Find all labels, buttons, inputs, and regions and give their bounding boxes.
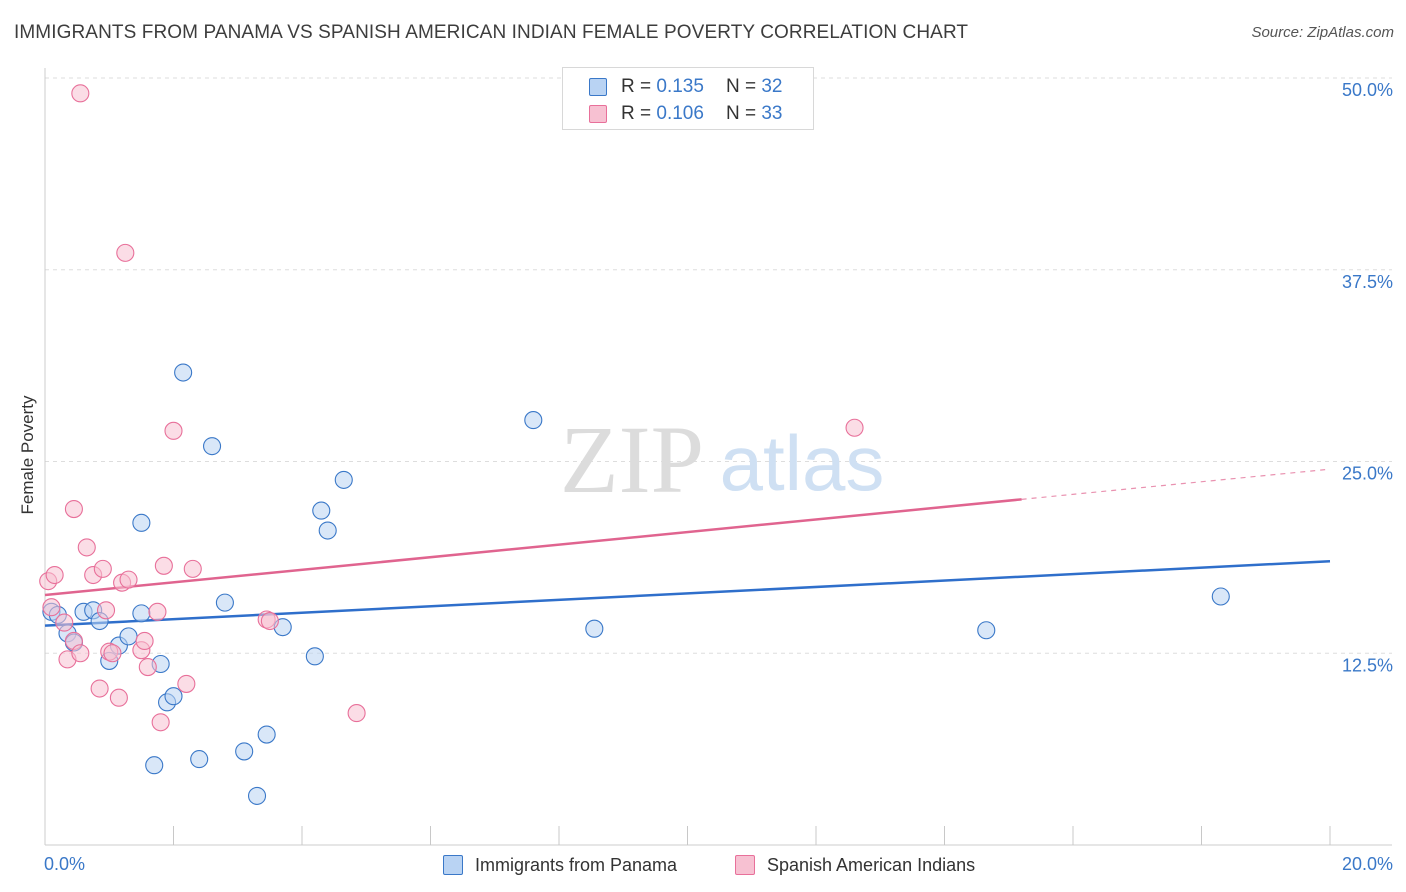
pink-data-point <box>109 688 128 707</box>
pink-swatch <box>735 855 755 875</box>
blue-data-point <box>247 786 267 805</box>
blue-data-point <box>145 756 164 775</box>
pink-trend-line <box>44 498 1022 597</box>
blue-data-point <box>305 647 324 666</box>
stats-row-spanish-american-indians: R = 0.106 N = 33 <box>589 101 782 127</box>
pink-data-point <box>96 601 116 620</box>
n-value: 32 <box>761 76 783 97</box>
pink-data-point <box>347 704 366 723</box>
pink-data-point <box>45 565 64 585</box>
y-tick-label: 25.0% <box>1342 464 1393 484</box>
r-label: R = <box>621 76 652 97</box>
pink-data-point <box>135 631 154 651</box>
pink-data-point <box>164 421 183 440</box>
data-points <box>39 84 1230 805</box>
pink-data-point <box>77 538 96 557</box>
pink-data-point <box>64 500 83 519</box>
legend-label: Spanish American Indians <box>767 854 976 875</box>
stats-legend: R = 0.135 N = 32 R = 0.106 N = 33 <box>562 67 814 130</box>
axes <box>44 68 1392 846</box>
pink-data-point <box>103 644 122 663</box>
blue-data-point <box>119 627 138 646</box>
blue-swatch <box>589 78 607 96</box>
blue-trend-line <box>44 559 1331 627</box>
pink-data-point <box>55 613 74 632</box>
gridlines <box>45 77 1392 654</box>
r-value: 0.106 <box>656 103 704 124</box>
r-value: 0.135 <box>656 76 704 97</box>
pink-data-point <box>183 559 202 578</box>
n-value: 33 <box>761 103 783 124</box>
y-tick-label: 50.0% <box>1342 80 1393 100</box>
pink-data-point <box>42 598 61 617</box>
pink-data-point <box>71 644 90 663</box>
stats-row-panama: R = 0.135 N = 32 <box>589 74 782 100</box>
blue-data-point <box>215 593 234 612</box>
pink-data-point <box>148 602 167 621</box>
blue-data-point <box>190 750 209 769</box>
watermark-zip: ZIP <box>560 406 704 513</box>
chart-title: IMMIGRANTS FROM PANAMA VS SPANISH AMERIC… <box>14 22 969 43</box>
blue-data-point <box>174 363 193 382</box>
pink-data-point <box>138 658 157 677</box>
blue-data-point <box>334 470 353 489</box>
r-label: R = <box>621 103 652 124</box>
blue-data-point <box>1211 587 1230 606</box>
y-tick-label: 37.5% <box>1342 272 1393 292</box>
blue-data-point <box>585 619 604 638</box>
y-tick-label: 12.5% <box>1342 655 1393 675</box>
blue-data-point <box>977 621 996 640</box>
pink-data-point <box>154 556 173 575</box>
watermark: ZIP atlas <box>560 406 884 513</box>
pink-data-point <box>116 243 135 262</box>
pink-data-point <box>177 674 196 693</box>
blue-data-point <box>132 604 151 623</box>
pink-data-point <box>845 418 864 437</box>
blue-data-point <box>318 521 337 540</box>
blue-data-point <box>164 687 183 706</box>
pink-data-point <box>71 84 90 103</box>
blue-data-point <box>203 437 222 456</box>
blue-swatch <box>443 855 463 875</box>
source-credit: Source: ZipAtlas.com <box>1251 24 1394 41</box>
n-label: N = <box>725 76 757 97</box>
blue-data-point <box>312 501 331 520</box>
blue-data-point <box>524 411 543 430</box>
tick-labels: 12.5% 25.0% 37.5% 50.0% 0.0% 20.0% <box>44 80 1393 874</box>
x-tick-label-max: 20.0% <box>1342 854 1393 874</box>
pink-data-point <box>260 611 279 631</box>
pink-swatch <box>589 105 607 123</box>
pink-data-point <box>151 713 170 732</box>
blue-data-point <box>132 513 151 532</box>
legend-label: Immigrants from Panama <box>475 854 678 875</box>
pink-data-point <box>119 570 138 589</box>
legend-item-panama[interactable]: Immigrants from Panama <box>443 852 677 878</box>
x-tick-label-min: 0.0% <box>44 854 85 874</box>
blue-data-point <box>235 742 254 761</box>
pink-data-point <box>93 559 112 578</box>
n-label: N = <box>725 103 757 124</box>
blue-data-point <box>257 725 276 744</box>
pink-data-point <box>90 679 109 698</box>
pink-trend-extension <box>1021 468 1331 500</box>
legend-item-spanish-american-indians[interactable]: Spanish American Indians <box>735 852 975 878</box>
